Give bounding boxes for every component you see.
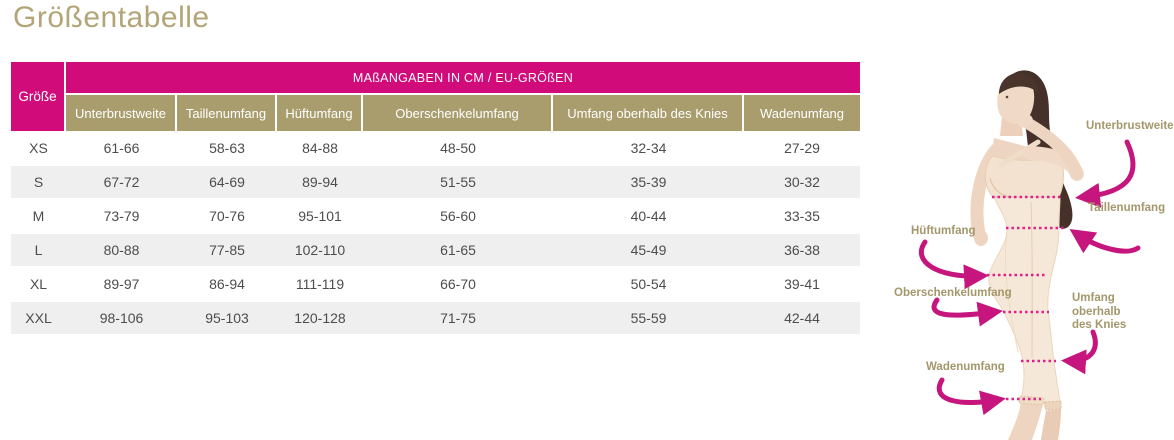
table-header-row-group: Größe MAßANGABEN IN CM / EU-GRÖßEN <box>11 62 860 131</box>
column-header-oberschenkelumfang: Oberschenkelumfang <box>363 95 553 131</box>
lace-hem-front <box>1018 395 1045 406</box>
hand-at-chin-shape <box>1017 114 1033 128</box>
size-cell: L <box>11 233 66 267</box>
table-cell: 40-44 <box>553 199 744 233</box>
capri-seam-line <box>1030 201 1033 359</box>
table-cell: 71-75 <box>363 301 553 335</box>
table-cell: 50-54 <box>553 267 744 301</box>
table-cell: 66-70 <box>363 267 553 301</box>
table-row-xl: XL 89-97 86-94 111-119 66-70 50-54 39-41 <box>11 267 860 301</box>
measurement-figure: Unterbrustweite Taillenumfang Hüftumfang… <box>880 50 1174 440</box>
table-cell: 36-38 <box>744 233 860 267</box>
label-unterbrustweite: Unterbrustweite <box>1086 120 1174 132</box>
table-cell: 77-85 <box>177 233 277 267</box>
table-cell: 30-32 <box>744 165 860 199</box>
table-cell: 27-29 <box>744 131 860 165</box>
table-cell: 35-39 <box>553 165 744 199</box>
table-cell: 67-72 <box>66 165 177 199</box>
label-taillenumfang: Taillenumfang <box>1088 202 1166 214</box>
hair-fringe-shape <box>999 72 1039 94</box>
table-cell: 120-128 <box>277 301 363 335</box>
table-cell: 56-60 <box>363 199 553 233</box>
group-header-massangaben: MAßANGABEN IN CM / EU-GRÖßEN <box>66 62 860 95</box>
capri-front-seam-line <box>1004 231 1019 353</box>
calf-back-shape <box>1041 409 1061 440</box>
table-cell: 86-94 <box>177 267 277 301</box>
column-header-groesse: Größe <box>11 62 66 131</box>
size-cell: S <box>11 165 66 199</box>
oberschenkelumfang-arrow <box>931 297 1003 327</box>
table-cell: 45-49 <box>553 233 744 267</box>
table-cell: 84-88 <box>277 131 363 165</box>
label-wadenumfang: Wadenumfang <box>926 361 1005 373</box>
table-cell: 51-55 <box>363 165 553 199</box>
lace-hem-back <box>1044 400 1062 411</box>
size-cell: XS <box>11 131 66 165</box>
column-header-taillenumfang: Taillenumfang <box>177 95 277 131</box>
column-header-hueftumfang: Hüftumfang <box>277 95 363 131</box>
table-row-xxl: XXL 98-106 95-103 120-128 71-75 55-59 42… <box>11 301 860 335</box>
table-cell: 58-63 <box>177 131 277 165</box>
table-cell: 102-110 <box>277 233 363 267</box>
table-cell: 73-79 <box>66 199 177 233</box>
eye-dot <box>1005 95 1009 99</box>
table-cell: 95-101 <box>277 199 363 233</box>
size-cell: M <box>11 199 66 233</box>
table-cell: 61-65 <box>363 233 553 267</box>
hueftumfang-arrow <box>918 239 989 290</box>
table-row-l: L 80-88 77-85 102-110 61-65 45-49 36-38 <box>11 233 860 267</box>
label-umfang-oberhalb-des-knies: Umfang oberhalb des Knies <box>1072 292 1127 332</box>
table-cell: 61-66 <box>66 131 177 165</box>
bra-strap-line <box>998 139 1041 168</box>
table-row-xs: XS 61-66 58-63 84-88 48-50 32-34 27-29 <box>11 131 860 165</box>
table-cell: 39-41 <box>744 267 860 301</box>
table-cell: 80-88 <box>66 233 177 267</box>
size-table: Größe MAßANGABEN IN CM / EU-GRÖßEN Unter… <box>11 62 860 335</box>
table-cell: 33-35 <box>744 199 860 233</box>
table-cell: 32-34 <box>553 131 744 165</box>
label-oberschenkelumfang: Oberschenkelumfang <box>894 287 1012 299</box>
table-cell: 42-44 <box>744 301 860 335</box>
column-header-wadenumfang: Wadenumfang <box>744 95 860 131</box>
table-header-row-columns: Unterbrustweite Taillenumfang Hüftumfang… <box>11 95 860 131</box>
table-cell: 70-76 <box>177 199 277 233</box>
calf-front-shape <box>1008 402 1043 440</box>
table-cell: 89-97 <box>66 267 177 301</box>
woman-illustration <box>918 70 1141 440</box>
table-cell: 64-69 <box>177 165 277 199</box>
table-row-m: M 73-79 70-76 95-101 56-60 40-44 33-35 <box>11 199 860 233</box>
oberhalb-knie-arrow <box>1061 329 1098 375</box>
table-row-s: S 67-72 64-69 89-94 51-55 35-39 30-32 <box>11 165 860 199</box>
page-title: Größentabelle <box>13 1 210 34</box>
table-cell: 48-50 <box>363 131 553 165</box>
unterbrustweite-arrow <box>1075 139 1136 208</box>
bra-cup-shade <box>989 177 1017 198</box>
hand-on-hip-shape <box>974 230 988 246</box>
table-cell: 89-94 <box>277 165 363 199</box>
size-cell: XL <box>11 267 66 301</box>
label-hueftumfang: Hüftumfang <box>911 225 976 237</box>
column-header-umfang-oberhalb-knie: Umfang oberhalb des Knies <box>553 95 744 131</box>
column-header-unterbrustweite: Unterbrustweite <box>66 95 177 131</box>
forearm-shape <box>1023 118 1083 180</box>
table-cell: 98-106 <box>66 301 177 335</box>
table-cell: 111-119 <box>277 267 363 301</box>
table-cell: 55-59 <box>553 301 744 335</box>
size-cell: XXL <box>11 301 66 335</box>
taillenumfang-arrow <box>1069 229 1141 254</box>
wadenumfang-arrow <box>936 377 1006 416</box>
table-cell: 95-103 <box>177 301 277 335</box>
